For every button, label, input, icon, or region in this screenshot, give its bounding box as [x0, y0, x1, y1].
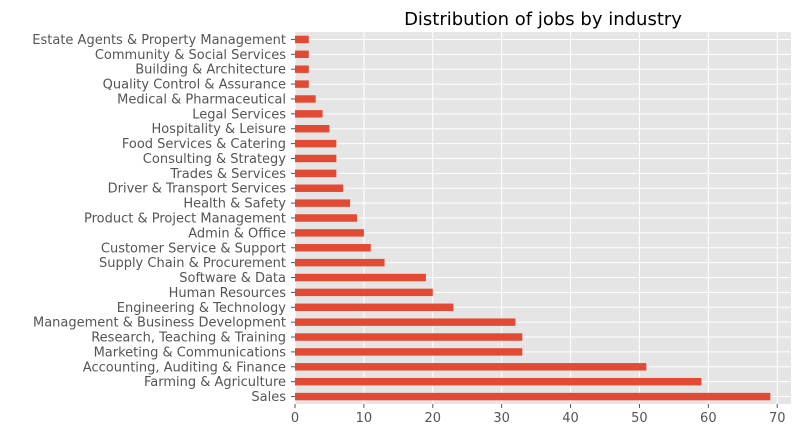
bar — [295, 318, 516, 326]
bar — [295, 288, 433, 297]
x-tick-label: 0 — [291, 411, 299, 426]
x-tick-label: 10 — [356, 411, 373, 426]
bar — [295, 199, 351, 207]
y-tick-label: Trades & Services — [169, 167, 286, 182]
x-axis-ticks: 0 10 20 30 40 50 60 70 — [291, 404, 786, 426]
x-tick-label: 40 — [562, 411, 579, 426]
bar — [295, 154, 337, 163]
y-tick-label: Farming & Agriculture — [144, 375, 286, 390]
bar — [295, 363, 647, 371]
y-tick-label: Marketing & Communications — [94, 345, 287, 360]
y-tick-label: Building & Architecture — [135, 63, 286, 78]
y-tick-label: Engineering & Technology — [117, 301, 287, 316]
x-tick-label: 60 — [700, 411, 717, 426]
bar — [295, 214, 357, 222]
y-tick-label: Legal Services — [192, 107, 286, 122]
bar — [295, 139, 337, 148]
bar — [295, 35, 309, 44]
bar — [295, 169, 337, 178]
bar — [295, 377, 702, 386]
bar — [295, 184, 344, 192]
y-tick-label: Quality Control & Assurance — [103, 78, 286, 93]
y-tick-label: Consulting & Strategy — [143, 152, 287, 167]
bar — [295, 50, 309, 59]
bar — [295, 229, 364, 237]
y-tick-label: Hospitality & Leisure — [151, 122, 286, 137]
y-tick-label: Human Resources — [169, 286, 287, 301]
bar — [295, 303, 454, 311]
y-tick-label: Supply Chain & Procurement — [99, 256, 286, 271]
x-tick-label: 50 — [631, 411, 648, 426]
x-tick-label: 70 — [769, 411, 786, 426]
bar — [295, 65, 309, 73]
bar — [295, 392, 771, 401]
bar — [295, 333, 523, 341]
y-tick-label: Health & Safety — [183, 197, 286, 212]
y-tick-label: Food Services & Catering — [122, 137, 286, 152]
y-tick-label: Customer Service & Support — [101, 241, 286, 256]
y-tick-label: Management & Business Development — [33, 316, 286, 331]
chart-title: Distribution of jobs by industry — [404, 9, 682, 30]
y-tick-label: Medical & Pharmaceutical — [117, 92, 286, 107]
y-tick-label: Driver & Transport Services — [108, 182, 287, 197]
y-tick-label: Accounting, Auditing & Finance — [83, 360, 286, 375]
y-tick-label: Research, Teaching & Training — [91, 331, 286, 346]
bar — [295, 348, 523, 356]
y-tick-label: Estate Agents & Property Management — [32, 33, 286, 48]
bars — [295, 35, 771, 401]
bar — [295, 80, 309, 88]
bar — [295, 125, 330, 133]
x-tick-label: 30 — [493, 411, 510, 426]
bar — [295, 258, 385, 267]
y-tick-label: Admin & Office — [188, 226, 286, 241]
y-tick-label: Community & Social Services — [95, 48, 286, 63]
bar — [295, 244, 371, 252]
y-tick-label: Sales — [251, 390, 286, 405]
y-tick-label: Product & Project Management — [84, 212, 286, 227]
bar — [295, 95, 316, 103]
y-tick-label: Software & Data — [179, 271, 286, 286]
bar — [295, 110, 323, 118]
x-tick-label: 20 — [425, 411, 442, 426]
bar — [295, 273, 426, 282]
